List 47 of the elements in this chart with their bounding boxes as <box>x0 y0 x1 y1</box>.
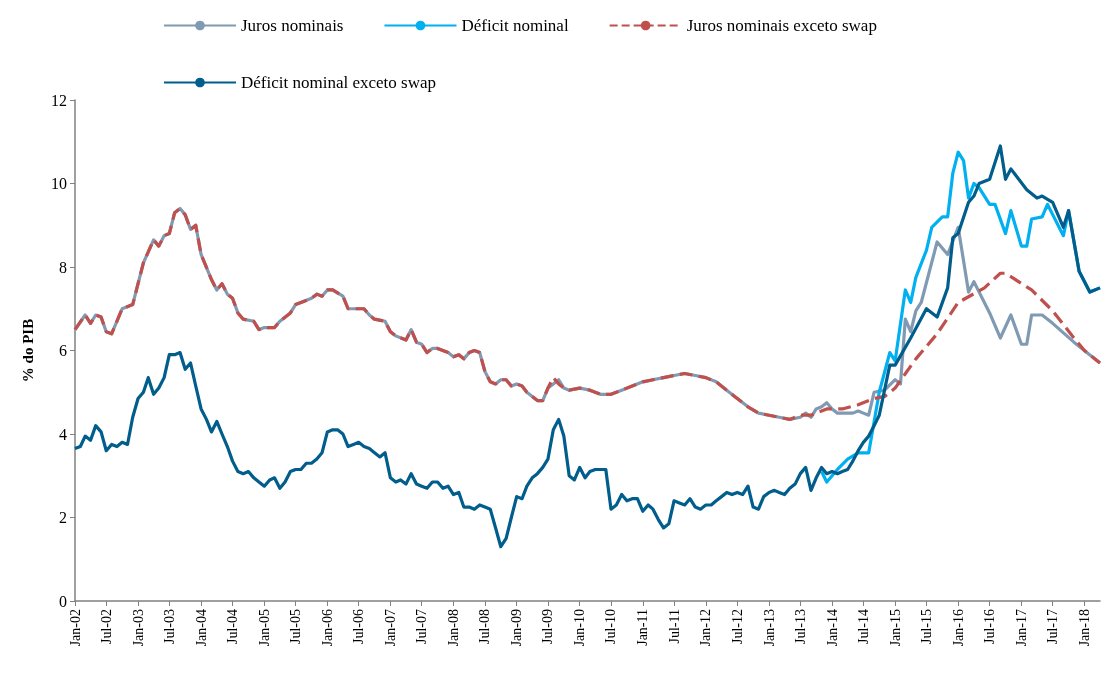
y-tick-label: 6 <box>59 342 67 359</box>
legend-label: Juros nominais <box>241 16 344 35</box>
x-tick-label: Jul-04 <box>225 609 241 644</box>
y-tick-label: 12 <box>51 91 67 109</box>
x-tick-label: Jul-02 <box>98 609 114 644</box>
x-tick-label: Jan-05 <box>256 609 272 647</box>
x-tick-label: Jul-10 <box>603 609 619 644</box>
x-tick-label: Jul-13 <box>792 609 808 644</box>
x-tick-label: Jul-11 <box>666 609 682 644</box>
x-tick-label: Jan-10 <box>572 609 588 647</box>
y-tick-label: 10 <box>51 175 67 192</box>
x-tick-label: Jan-09 <box>509 609 525 647</box>
x-tick-label: Jan-12 <box>698 609 714 647</box>
x-tick-label: Jul-17 <box>1045 609 1061 644</box>
y-tick-label: 2 <box>59 509 67 526</box>
x-tick-label: Jul-08 <box>477 609 493 644</box>
line-series <box>73 144 1101 549</box>
x-tick-label: Jul-03 <box>161 609 177 644</box>
x-tick-label: Jul-15 <box>918 609 934 644</box>
x-tick-label: Jan-07 <box>382 609 398 647</box>
x-tick-label: Jan-08 <box>445 609 461 647</box>
x-tick-label: Jan-11 <box>635 609 651 646</box>
x-tick-label: Jul-14 <box>855 609 871 644</box>
x-tick-label: Jan-06 <box>319 609 335 647</box>
x-tick-label: Jan-18 <box>1076 609 1092 647</box>
x-tick-label: Jan-16 <box>950 609 966 647</box>
x-tick-label: Jan-04 <box>193 609 209 647</box>
y-axis-title: % do PIB <box>19 318 36 383</box>
x-tick-label: Jul-16 <box>982 609 998 644</box>
x-tick-label: Jul-06 <box>351 609 367 644</box>
x-tick-label: Jan-14 <box>824 609 840 647</box>
x-tick-label: Jan-03 <box>130 609 146 647</box>
line-series <box>73 206 1101 421</box>
legend-label: Déficit nominal exceto swap <box>241 73 436 92</box>
legend-label: Juros nominais exceto swap <box>686 16 877 35</box>
legend-label: Déficit nominal <box>461 16 569 35</box>
x-tick-label: Jan-15 <box>887 609 903 647</box>
x-tick-label: Jul-07 <box>414 609 430 644</box>
y-tick-label: 4 <box>59 425 67 443</box>
x-tick-label: Jan-13 <box>761 609 777 647</box>
x-tick-label: Jul-05 <box>288 609 304 644</box>
x-tick-label: Jul-12 <box>729 609 745 644</box>
x-tick-label: Jan-02 <box>67 609 83 647</box>
y-tick-label: 0 <box>59 592 67 610</box>
x-tick-label: Jan-17 <box>1013 609 1029 647</box>
y-tick-label: 8 <box>59 258 67 276</box>
x-tick-label: Jul-09 <box>540 609 556 644</box>
